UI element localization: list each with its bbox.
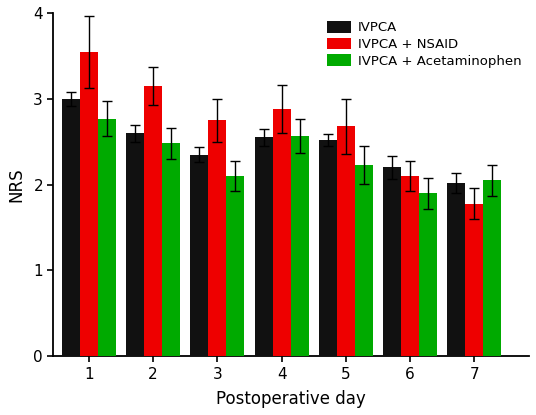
Bar [98,119,116,356]
Bar [255,137,273,356]
Bar [483,181,501,356]
Bar [337,126,355,356]
Bar [80,51,98,356]
Legend: IVPCA, IVPCA + NSAID, IVPCA + Acetaminophen: IVPCA, IVPCA + NSAID, IVPCA + Acetaminop… [323,17,525,72]
Bar [419,193,437,356]
Bar [383,168,401,356]
X-axis label: Postoperative day: Postoperative day [217,390,366,408]
Bar [126,133,144,356]
Bar [190,154,209,356]
Bar [273,109,291,356]
Bar [62,99,80,356]
Bar [355,165,373,356]
Bar [226,176,244,356]
Bar [401,176,419,356]
Bar [465,203,483,356]
Bar [162,144,180,356]
Bar [319,140,337,356]
Bar [144,86,162,356]
Bar [209,120,226,356]
Bar [448,183,465,356]
Bar [291,136,309,356]
Y-axis label: NRS: NRS [7,167,25,202]
